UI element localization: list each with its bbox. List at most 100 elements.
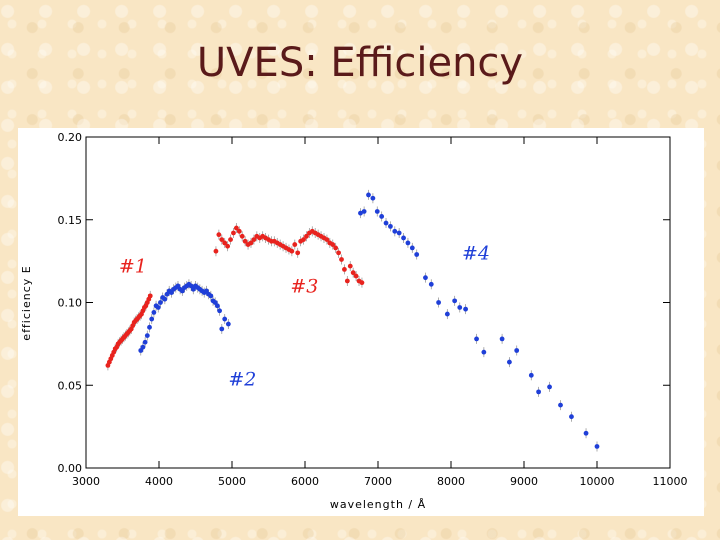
data-point — [452, 298, 458, 304]
data-point — [347, 263, 353, 269]
data-point — [374, 209, 380, 214]
data-point — [436, 300, 441, 305]
x-tick-label: 6000 — [291, 475, 319, 488]
data-point — [142, 339, 148, 345]
data-point — [301, 237, 306, 243]
data-point — [147, 324, 152, 330]
data-point — [239, 233, 245, 239]
data-point — [140, 344, 146, 350]
data-point — [217, 308, 222, 314]
data-point — [361, 209, 367, 214]
data-point — [151, 310, 157, 315]
series-annotation: #1 — [119, 256, 147, 278]
y-tick-label: 0.05 — [58, 379, 83, 392]
data-point — [344, 278, 350, 284]
y-axis-title: efficiency E — [20, 265, 33, 340]
data-point — [499, 336, 505, 342]
x-tick-label: 11000 — [653, 475, 688, 488]
x-tick-label: 4000 — [145, 475, 173, 488]
data-point — [594, 444, 600, 449]
x-tick-label: 7000 — [364, 475, 392, 488]
data-point — [558, 402, 563, 408]
data-point — [366, 192, 371, 198]
data-point — [216, 232, 222, 238]
data-point — [423, 275, 428, 281]
data-point — [222, 240, 228, 246]
data-point — [225, 243, 231, 249]
efficiency-chart: 3000 4000 5000 6000 7000 8000 9000 10000 11000 0.… — [20, 131, 688, 511]
data-point — [219, 237, 225, 243]
data-point — [401, 235, 406, 241]
data-point — [536, 389, 541, 395]
data-point — [242, 238, 248, 244]
chart-frame: 3000 4000 5000 6000 7000 8000 9000 10000 11000 0.… — [18, 128, 704, 516]
data-point — [213, 248, 219, 254]
data-point — [350, 270, 356, 276]
data-point — [392, 228, 398, 234]
data-point — [155, 305, 161, 310]
axis-ticks: 3000 4000 5000 6000 7000 8000 9000 10000 11000 0.… — [58, 131, 688, 488]
data-point — [409, 245, 415, 251]
data-point — [215, 303, 220, 309]
data-point — [342, 267, 347, 272]
data-point — [144, 333, 150, 338]
data-point — [353, 273, 359, 279]
annotations: #1 #2 #3 #4 — [119, 242, 490, 390]
data-point — [304, 233, 309, 239]
data-point — [388, 223, 393, 229]
data-point — [149, 316, 155, 322]
data-point — [414, 252, 420, 257]
data-point — [292, 242, 298, 247]
data-point — [444, 311, 450, 317]
data-point — [333, 245, 339, 251]
data-point — [251, 237, 257, 243]
data-point — [233, 225, 239, 231]
data-point — [295, 250, 301, 256]
data-point — [396, 230, 402, 236]
data-point — [383, 220, 389, 226]
data-point — [457, 305, 463, 310]
data-point — [514, 348, 520, 353]
y-tick-label: 0.20 — [58, 131, 83, 144]
data-point — [330, 242, 336, 247]
data-point — [358, 210, 363, 216]
data-point — [370, 195, 376, 201]
data-point — [359, 280, 365, 286]
y-tick-label: 0.15 — [58, 214, 83, 227]
data-point — [324, 237, 330, 243]
data-point — [569, 414, 574, 420]
data-point — [248, 240, 254, 246]
data-point — [428, 281, 434, 287]
data-point — [289, 248, 295, 254]
data-point — [336, 250, 341, 256]
data-point — [236, 228, 242, 234]
data-point — [231, 230, 236, 236]
slide-title: UVES: Efficiency — [196, 40, 524, 86]
data-point — [222, 316, 228, 322]
x-tick-label: 10000 — [580, 475, 615, 488]
x-tick-label: 8000 — [437, 475, 465, 488]
data-point — [547, 384, 552, 390]
data-point — [228, 237, 233, 243]
y-tick-label: 0.00 — [58, 462, 83, 475]
data-point — [507, 359, 512, 365]
x-tick-label: 3000 — [72, 475, 100, 488]
y-tick-label: 0.10 — [58, 297, 83, 310]
data-point — [463, 306, 468, 312]
data-point — [208, 293, 214, 299]
series-annotation: #4 — [462, 242, 490, 264]
data-point — [339, 257, 344, 262]
series-annotation: #3 — [290, 276, 318, 298]
data-point — [528, 372, 534, 378]
series-annotation: #2 — [228, 368, 256, 390]
data-point — [158, 300, 163, 305]
x-tick-label: 9000 — [510, 475, 538, 488]
data-point — [474, 336, 479, 342]
data-point — [379, 214, 385, 219]
data-point — [583, 430, 589, 436]
plot-frame — [85, 136, 671, 469]
data-point — [481, 349, 487, 355]
data-point — [225, 321, 231, 327]
x-axis-title: wavelength / Å — [330, 498, 426, 511]
data-point — [162, 296, 168, 302]
